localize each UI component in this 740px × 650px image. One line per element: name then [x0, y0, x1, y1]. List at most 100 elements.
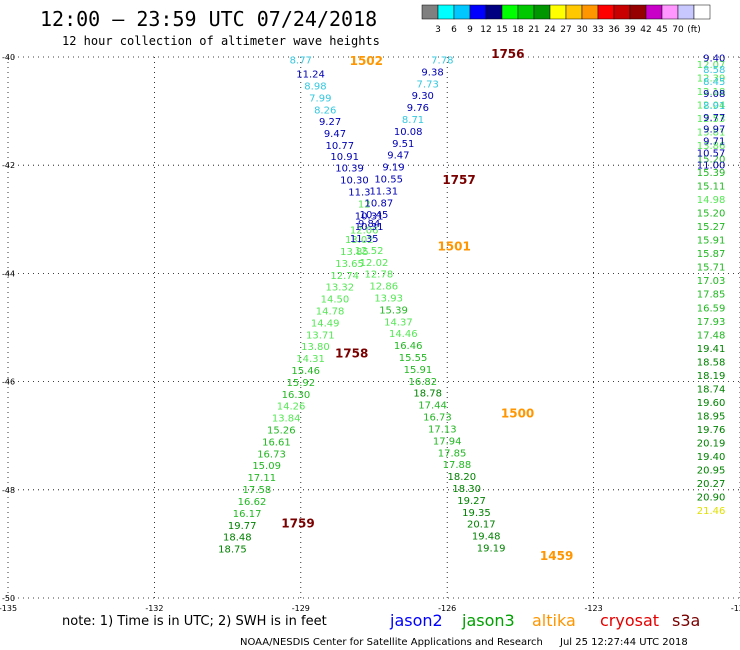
legend-jason2: jason2	[389, 611, 443, 630]
swh-value: 9.27	[319, 117, 341, 128]
swh-value: 16.62	[238, 497, 267, 508]
swh-value: 17.94	[433, 436, 462, 447]
swh-value: 8.71	[402, 115, 424, 126]
swh-value: 14.78	[316, 307, 345, 318]
swh-value: 9.71	[703, 137, 725, 148]
swh-value: 15.91	[697, 236, 726, 247]
swh-value: 19.27	[457, 496, 486, 507]
swh-value: 18.58	[697, 357, 726, 368]
swh-value: 9.84	[358, 219, 380, 230]
swh-value: 8.26	[314, 105, 336, 116]
colorbar-swatch	[421, 4, 439, 20]
swh-value: 20.95	[697, 466, 726, 477]
swh-value: 8.98	[304, 81, 326, 92]
swh-value: 12.39	[697, 73, 726, 84]
swh-value: 17.85	[438, 448, 467, 459]
swh-value: 12.04	[697, 100, 726, 111]
colorbar-label: 18	[512, 25, 524, 35]
colorbar-swatch	[501, 4, 519, 20]
lon-tick-label: -135	[0, 604, 17, 613]
colorbar-label: 33	[592, 25, 603, 35]
colorbar-label: 6	[451, 25, 457, 35]
legend-s3a: s3a	[672, 611, 700, 630]
swh-value: 14.31	[296, 354, 325, 365]
swh-value: 16.73	[257, 449, 286, 460]
swh-value: 9.51	[392, 139, 414, 150]
pass-time-labels: 1502175617571501175815001759145919194719…	[281, 47, 573, 563]
swh-value: 14.26	[277, 402, 306, 413]
swh-value: 10.91	[330, 152, 359, 163]
swh-value: 16.59	[697, 303, 726, 314]
lon-tick-label: -132	[145, 604, 163, 613]
swh-value: 12.78	[365, 270, 394, 281]
swh-value: 15.46	[291, 366, 320, 377]
colorbar-swatch	[437, 4, 455, 20]
colorbar-swatch	[645, 4, 663, 20]
swh-value: 17.11	[247, 473, 276, 484]
swh-value: 11.3	[348, 187, 370, 198]
legend-altika: altika	[532, 611, 576, 630]
swh-value: 15.91	[404, 365, 433, 376]
swh-value: 15.92	[286, 378, 315, 389]
swh-value: 16.30	[282, 390, 311, 401]
swh-value: 19.35	[462, 508, 491, 519]
swh-value: 13.32	[326, 283, 355, 294]
swh-value: 18.30	[452, 484, 481, 495]
lat-tick-label: -48	[2, 486, 15, 495]
swh-value: 10.55	[374, 175, 403, 186]
colorbar-swatch	[453, 4, 471, 20]
legend-cryosat: cryosat	[600, 611, 659, 630]
swh-colorbar: 3 6 9 12 15 18 21 24 27 30 33 36 39 42 45 70 (ft)	[421, 4, 711, 35]
pass-time-label: 1459	[540, 549, 573, 563]
swh-value: 17.03	[697, 276, 726, 287]
swh-value: 10.87	[365, 198, 394, 209]
colorbar-label: 39	[624, 25, 636, 35]
colorbar-label: 27	[560, 25, 571, 35]
colorbar-swatch	[565, 4, 583, 20]
swh-value: 7.73	[417, 79, 439, 90]
swh-value: 15.09	[252, 461, 281, 472]
swh-value: 10.39	[335, 164, 364, 175]
swh-value: 12.06	[350, 225, 379, 236]
swh-value: 17.88	[443, 460, 472, 471]
swh-value: 9.30	[412, 91, 434, 102]
colorbar-swatch	[677, 4, 695, 20]
swh-value: 17.44	[418, 401, 447, 412]
swh-value: 13.93	[374, 294, 403, 305]
lat-tick-label: -40	[2, 53, 15, 62]
swh-value: 16.82	[408, 377, 437, 388]
swh-value: 16.73	[423, 413, 452, 424]
swh-value: 9.47	[324, 129, 346, 140]
colorbar-swatch	[549, 4, 567, 20]
swh-value: 15.71	[697, 263, 726, 274]
lat-tick-label: -42	[2, 161, 15, 170]
colorbar-label: 45	[656, 25, 667, 35]
swh-value: 8.91	[703, 101, 725, 112]
pass-time-label: 1501	[437, 240, 470, 254]
swh-value: 13.84	[272, 414, 301, 425]
swh-value: 10.57	[697, 149, 726, 160]
map-title: 12:00 — 23:59 UTC 07/24/2018	[40, 7, 377, 31]
swh-value: 9.97	[703, 125, 725, 136]
swh-value: 20.90	[697, 493, 726, 504]
swh-value: 12.52	[355, 246, 384, 257]
lon-tick-label: -123	[585, 604, 603, 613]
swh-value: 14.46	[389, 329, 418, 340]
axis-tick-labels: -40 -42 -44 -46 -48 -50-135 -132 -129 -126 -123 -1…	[0, 53, 740, 613]
swh-value: 10.77	[326, 141, 355, 152]
swh-value: 13.85	[340, 247, 369, 258]
colorbar-label: 9	[467, 25, 473, 35]
colorbar-swatch	[693, 4, 711, 20]
colorbar-label: 30	[576, 25, 588, 35]
swh-value: 17.48	[697, 330, 726, 341]
swh-value: 17.13	[428, 424, 457, 435]
swh-value: 10.30	[340, 176, 369, 187]
swh-value: 9.08	[703, 89, 725, 100]
swh-value: 15.20	[697, 154, 726, 165]
colorbar-label: 12	[480, 25, 491, 35]
swh-value: 12.74	[330, 271, 359, 282]
colorbar-swatch	[661, 4, 679, 20]
swh-value: 13.86	[697, 141, 726, 152]
swh-value: 13.02	[345, 235, 374, 246]
